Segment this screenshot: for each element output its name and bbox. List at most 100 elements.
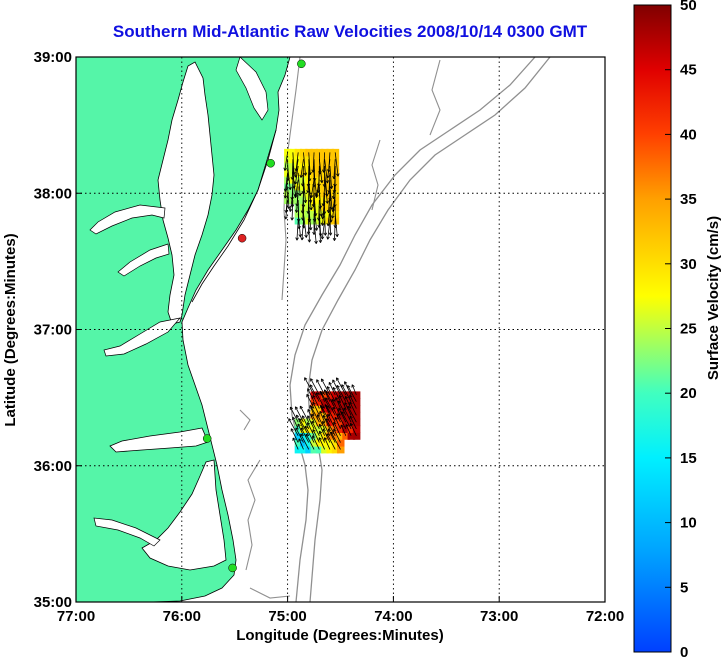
velocity-arrowhead: [341, 384, 345, 388]
station-marker: [228, 563, 237, 573]
velocity-vector: [327, 206, 331, 227]
velocity-vector: [311, 413, 320, 430]
velocity-arrowhead: [314, 227, 319, 231]
velocity-vector: [295, 406, 304, 423]
velocity-arrowhead: [301, 217, 305, 221]
velocity-vector: [304, 377, 315, 396]
velocity-arrowhead: [318, 171, 322, 175]
velocity-arrowhead: [349, 422, 354, 427]
x-tick-label: 74:00: [374, 608, 412, 625]
velocity-cell: [315, 418, 324, 427]
velocity-vector: [322, 421, 331, 436]
velocity-cell: [321, 405, 329, 413]
velocity-arrowhead: [312, 435, 316, 439]
velocity-arrowhead: [323, 437, 328, 441]
velocity-vector: [287, 186, 290, 209]
velocity-arrowhead: [327, 428, 332, 432]
velocity-cell: [310, 445, 319, 454]
velocity-vector: [321, 378, 331, 396]
velocity-arrowhead: [336, 173, 340, 177]
velocity-cell: [315, 405, 324, 413]
velocity-arrowhead: [290, 176, 295, 180]
velocity-vector: [303, 152, 306, 176]
velocity-vector: [322, 415, 331, 430]
bathymetry-contour-shelf: [289, 57, 536, 602]
velocity-arrowhead: [347, 405, 351, 410]
velocity-vector: [328, 172, 331, 193]
velocity-arrowhead: [343, 407, 347, 411]
velocity-arrowhead: [317, 224, 321, 228]
velocity-arrowhead: [322, 428, 326, 432]
velocity-cell: [310, 425, 319, 433]
velocity-arrowhead: [300, 433, 304, 437]
velocity-cell: [315, 432, 324, 440]
velocity-cell: [321, 411, 329, 420]
velocity-arrowhead: [329, 219, 333, 223]
velocity-arrowhead: [308, 227, 313, 231]
velocity-cell: [305, 432, 313, 440]
velocity-arrowhead: [294, 406, 299, 410]
colorbar-tick-label: 0: [680, 644, 688, 659]
velocity-vector: [332, 387, 341, 402]
velocity-arrowhead: [328, 198, 332, 202]
velocity-vector: [318, 220, 321, 243]
velocity-vector: [328, 382, 336, 396]
velocity-vector: [324, 213, 326, 236]
velocity-arrowhead: [283, 195, 288, 199]
colorbar-tick-label: 30: [680, 256, 697, 273]
velocity-vector: [324, 159, 328, 184]
velocity-vector: [345, 424, 352, 436]
velocity-vector: [307, 388, 315, 402]
velocity-arrowhead: [290, 217, 294, 221]
velocity-arrowhead: [322, 183, 327, 187]
grid-lines: [76, 57, 605, 602]
velocity-vector: [301, 415, 310, 430]
velocity-arrowhead: [310, 405, 314, 410]
velocity-arrowhead: [301, 190, 306, 194]
velocity-arrowhead: [322, 420, 326, 425]
velocity-arrowhead: [329, 185, 334, 189]
velocity-cell: [352, 391, 361, 399]
velocity-vector: [349, 415, 357, 430]
velocity-vector: [326, 386, 336, 402]
colorbar: [633, 4, 672, 653]
velocity-arrowhead: [288, 186, 292, 190]
velocity-vector: [336, 385, 347, 402]
velocity-arrowhead: [294, 209, 299, 213]
velocity-vector: [309, 384, 320, 402]
radar-stations: [202, 59, 306, 573]
velocity-arrowhead: [332, 237, 337, 241]
velocity-arrowhead: [325, 200, 329, 204]
velocity-arrowhead: [326, 386, 330, 390]
velocity-arrowhead: [344, 402, 348, 406]
velocity-vector: [299, 405, 310, 423]
rappahannock-river: [117, 243, 170, 277]
velocity-arrowhead: [338, 394, 343, 399]
colorbar-tick-label: 25: [680, 321, 697, 338]
velocity-vector: [345, 396, 352, 409]
velocity-cell: [342, 425, 350, 433]
velocity-cell: [310, 391, 319, 399]
velocity-vector: [343, 407, 352, 423]
velocity-arrowhead: [334, 416, 338, 421]
velocity-arrowhead: [311, 203, 316, 207]
velocity-cell: [310, 405, 319, 413]
velocity-vector: [351, 384, 357, 396]
velocity-cell: [326, 418, 334, 427]
velocity-arrowhead: [311, 420, 315, 425]
velocity-arrowhead: [331, 215, 335, 219]
velocity-vector: [339, 395, 347, 409]
velocity-vector: [295, 152, 299, 172]
velocity-arrowhead: [283, 188, 288, 192]
velocity-vector: [333, 421, 341, 436]
velocity-arrowhead: [304, 377, 308, 381]
velocity-arrowhead: [301, 204, 306, 208]
velocity-cell: [321, 391, 329, 399]
velocity-arrowhead: [295, 427, 299, 431]
y-axis-label: Latitude (Degrees:Minutes): [2, 233, 19, 426]
velocity-arrowhead: [284, 216, 288, 220]
velocity-arrowhead: [311, 169, 316, 173]
velocity-cell: [299, 445, 308, 454]
bathymetry-contour-slope: [307, 57, 551, 602]
